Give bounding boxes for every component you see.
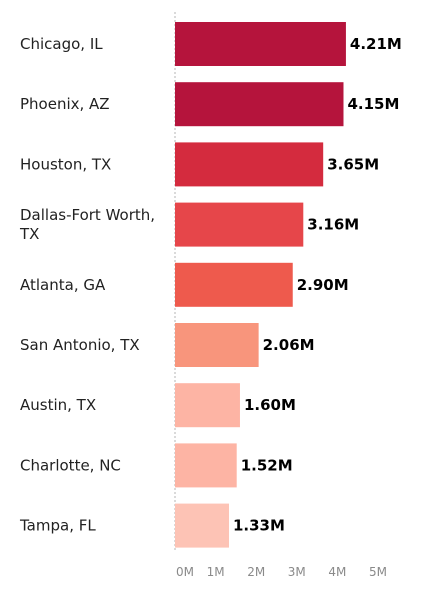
x-tick-label: 3M xyxy=(288,565,306,579)
bar xyxy=(175,142,324,187)
value-label: 4.15M xyxy=(347,95,399,113)
value-label: 1.33M xyxy=(233,517,285,535)
bars-group xyxy=(175,22,346,548)
x-tick-label: 2M xyxy=(247,565,265,579)
bar xyxy=(175,383,240,428)
value-label: 2.06M xyxy=(263,336,315,354)
category-label: Chicago, IL xyxy=(20,35,103,53)
category-label: Austin, TX xyxy=(20,396,96,414)
category-label: TX xyxy=(19,225,39,243)
value-label: 1.60M xyxy=(244,396,296,414)
bar xyxy=(175,82,344,127)
x-tick-label: 0M xyxy=(176,565,194,579)
value-label: 2.90M xyxy=(297,276,349,294)
category-labels-group: Chicago, IL Phoenix, AZ Houston, TX Dallas-… xyxy=(19,35,155,535)
bar xyxy=(175,323,259,367)
bar xyxy=(175,443,237,488)
x-axis-ticks-group: 0M 1M 2M 3M 4M 5M xyxy=(176,565,387,579)
bar xyxy=(175,202,304,247)
category-label: Dallas-Fort Worth, xyxy=(20,206,155,224)
category-label: Atlanta, GA xyxy=(20,276,106,294)
value-labels-group: 4.21M 4.15M 3.65M 3.16M 2.90M 2.06M 1.60M 1.52M… xyxy=(233,35,402,535)
x-tick-label: 1M xyxy=(207,565,225,579)
category-label: Tampa, FL xyxy=(19,517,96,535)
bar xyxy=(175,503,229,548)
category-label: San Antonio, TX xyxy=(20,336,140,354)
value-label: 3.16M xyxy=(307,216,359,234)
value-label: 3.65M xyxy=(327,155,379,173)
category-label: Charlotte, NC xyxy=(20,456,121,474)
value-label: 4.21M xyxy=(350,35,402,53)
x-tick-label: 4M xyxy=(328,565,346,579)
bar xyxy=(175,262,293,307)
x-tick-label: 5M xyxy=(369,565,387,579)
category-label: Phoenix, AZ xyxy=(20,95,110,113)
value-label: 1.52M xyxy=(241,456,293,474)
bar xyxy=(175,22,346,66)
category-label: Houston, TX xyxy=(20,155,111,173)
